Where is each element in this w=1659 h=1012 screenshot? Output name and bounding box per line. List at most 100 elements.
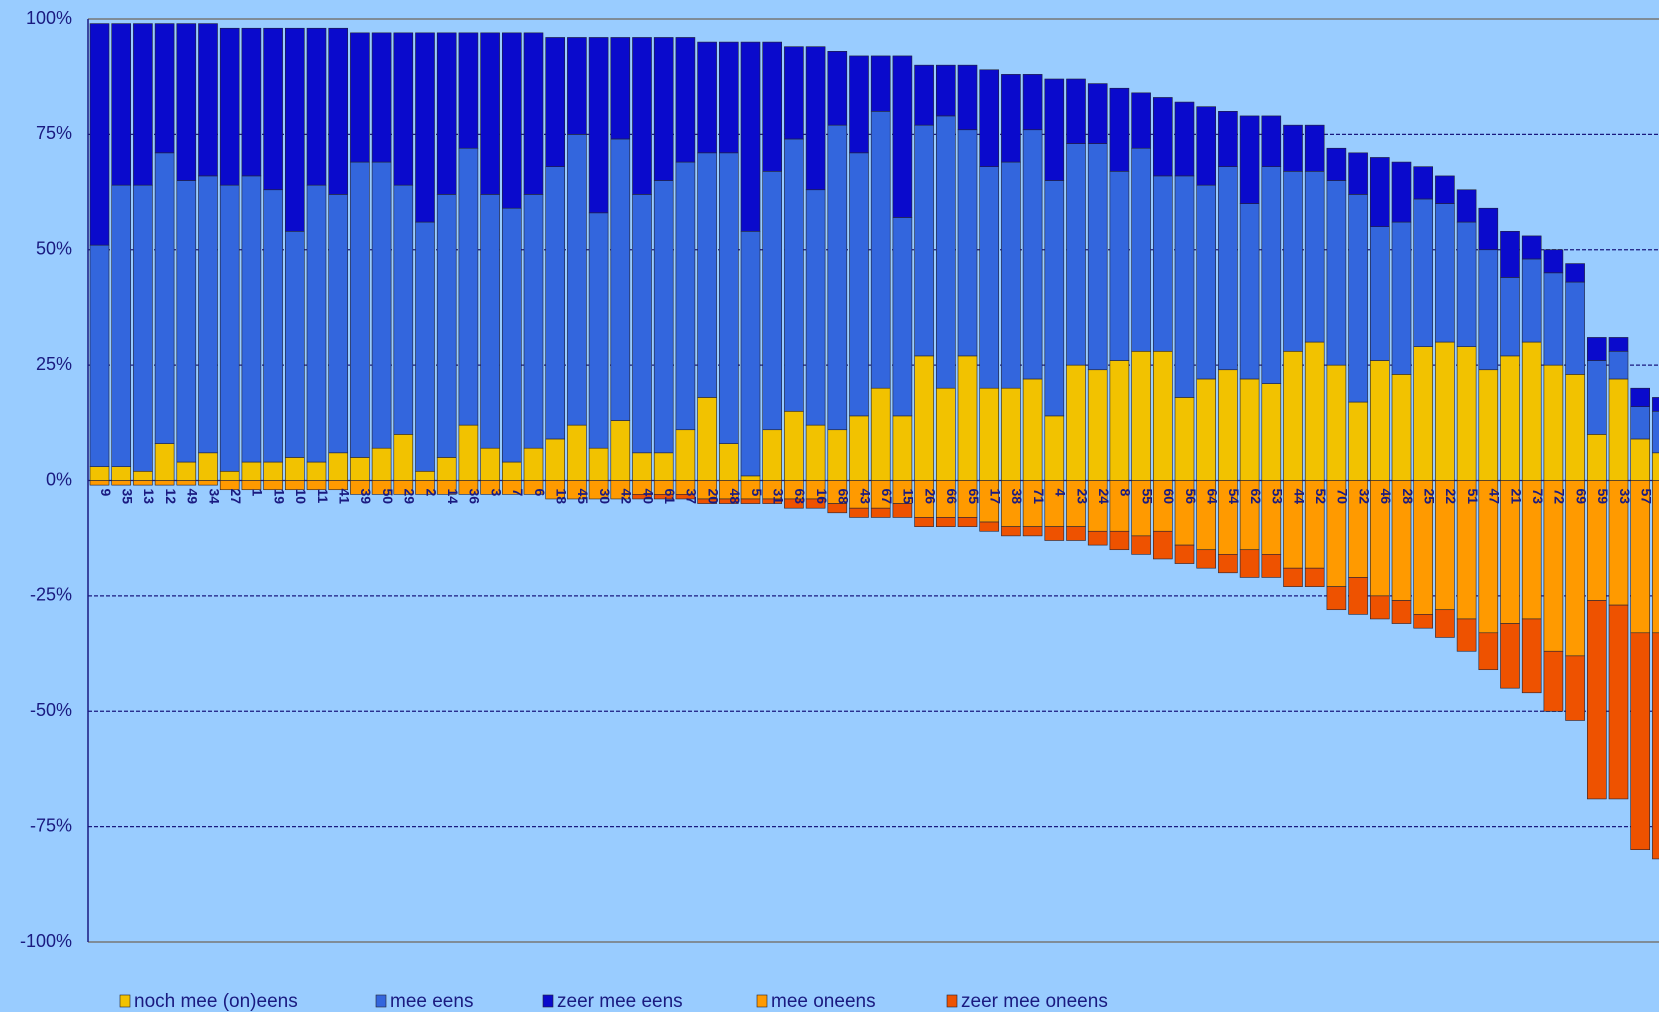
bar-segment [1348,401,1368,481]
bar-segment [1001,161,1021,389]
bar-segment [1521,341,1542,481]
bar-segment [1087,530,1108,546]
y-tick-label: 25% [36,354,72,374]
bar-segment [1630,632,1650,850]
bar-segment [198,480,218,486]
bar-segment [740,41,761,232]
bar-segment [284,480,305,491]
bar-segment [653,452,674,481]
bar-segment [1304,341,1325,481]
bar-segment [198,23,218,177]
bar-segment [914,355,934,481]
bar-segment [523,447,544,481]
bar-segment [1565,480,1585,657]
bar-segment [1001,74,1021,163]
bar-segment [154,152,175,444]
bar-segment [1109,360,1130,481]
bar-segment [1391,161,1412,223]
bar-segment [588,212,609,449]
bar-segment [111,480,131,486]
bar-segment [545,438,566,481]
bar-segment [1500,230,1520,278]
bar-segment [1456,189,1477,223]
bar-segment [762,498,783,504]
bar-segment [610,480,631,500]
y-tick-label: 0% [46,469,72,489]
bar-segment [849,415,869,481]
bar-segment [892,503,913,518]
bar-segment [523,32,544,195]
bar-segment [306,27,327,186]
bar-segment [1478,632,1499,671]
bar-segment [740,475,761,481]
x-tick-label: 38 [1009,489,1025,505]
x-tick-label: 42 [619,489,635,505]
legend-label: mee eens [390,991,473,1012]
bar-segment [1500,355,1520,481]
bar-segment [914,517,934,527]
bar-segment [219,184,240,472]
x-tick-label: 62 [1248,489,1264,505]
bar-segment [1652,452,1659,481]
bar-segment [1044,415,1065,481]
bar-segment [849,507,869,518]
bar-segment [501,32,522,209]
bar-segment [458,480,479,495]
x-tick-label: 71 [1031,489,1047,505]
x-tick-label: 1 [250,489,266,497]
x-tick-label: 31 [770,489,786,505]
x-tick-label: 16 [814,489,830,505]
bar-segment [567,480,587,500]
bar-segment [1326,586,1347,611]
x-tick-label: 17 [987,489,1003,505]
bar-segment [458,32,479,149]
bar-segment [176,480,197,486]
bar-segment [350,457,370,481]
bar-segment [1283,124,1303,172]
bar-segment [1131,350,1151,481]
bar-segment [784,46,804,140]
bar-segment [1413,614,1433,629]
bar-segment [1521,618,1542,694]
bar-segment [371,161,392,449]
bar-segment [1066,526,1086,541]
bar-segment [154,23,175,154]
x-tick-label: 53 [1270,489,1286,505]
x-tick-label: 4 [1053,489,1069,497]
y-tick-label: 50% [36,239,72,259]
bar-segment [892,55,913,218]
x-tick-label: 44 [1291,489,1307,505]
bar-segment [1001,526,1021,537]
bar-segment [1131,147,1151,352]
y-tick-label: -75% [30,815,72,835]
bar-segment [1543,249,1564,274]
bar-segment [632,37,652,195]
bar-segment [371,32,392,163]
y-tick-label: -25% [30,585,72,605]
bar-segment [328,452,349,481]
x-tick-label: 64 [1204,489,1220,505]
bar-segment [393,434,414,481]
bar-segment [588,447,609,481]
bar-segment [89,23,110,246]
bar-segment [1239,203,1260,380]
bar-segment [241,461,262,481]
bar-segment [935,387,956,481]
x-tick-label: 54 [1226,489,1242,505]
x-tick-label: 22 [1443,489,1459,505]
bar-segment [675,429,696,481]
bar-segment [133,23,153,186]
bar-segment [1304,170,1325,343]
bar-segment [219,480,240,491]
bar-segment [306,461,327,481]
bar-segment [1521,235,1542,260]
bar-segment [241,480,262,491]
legend-swatch [542,994,554,1008]
x-tick-label: 25 [1421,489,1437,505]
bar-segment [1153,530,1173,560]
x-tick-label: 66 [944,489,960,505]
x-tick-label: 61 [662,489,678,505]
bar-segment [111,23,131,186]
bar-segment [718,41,739,154]
